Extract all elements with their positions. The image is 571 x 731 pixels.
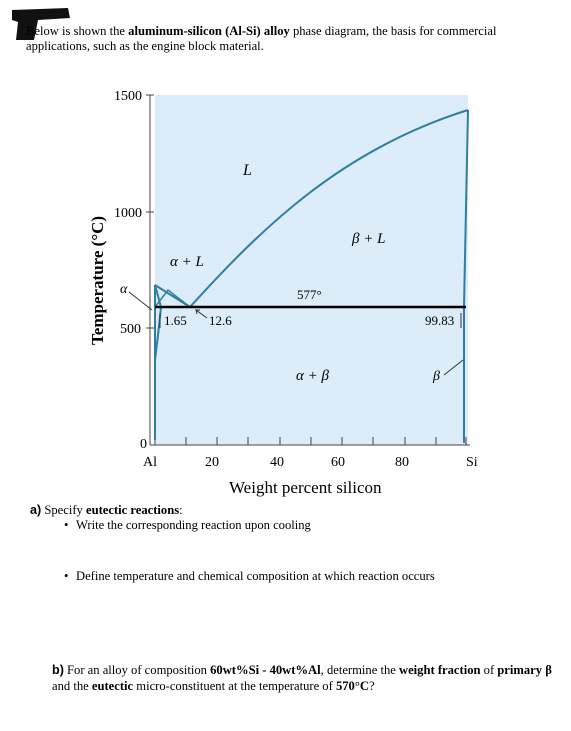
y-axis-title: Temperature (°C) bbox=[88, 216, 107, 345]
phase-diagram: 1500 1000 500 0 Al 20 40 60 80 Si Weight… bbox=[88, 89, 478, 497]
x-tick-label-20: 20 bbox=[205, 455, 219, 470]
alpha-limit-label: 1.65 bbox=[164, 313, 187, 328]
y-tick-label-1000: 1000 bbox=[114, 206, 142, 221]
beta-pointer bbox=[443, 359, 464, 376]
question-b-label: b) bbox=[52, 663, 64, 677]
x-tick-label-40: 40 bbox=[270, 455, 284, 470]
question-b-text-2: , determine the bbox=[320, 663, 399, 677]
alpha-pointer bbox=[128, 291, 153, 311]
question-b-eutectic: eutectic bbox=[91, 678, 134, 693]
question-a-bold: eutectic reactions bbox=[85, 503, 180, 517]
x-axis-title: Weight percent silicon bbox=[229, 478, 382, 497]
alpha-triangle bbox=[154, 288, 191, 308]
question-a-text-1: Specify bbox=[41, 503, 86, 517]
si-liquidus bbox=[189, 109, 469, 308]
eutectic-comp-arrow bbox=[194, 309, 208, 319]
region-label-alpha-liquid: α + L bbox=[170, 254, 204, 270]
question-a-bullet-1: • Write the corresponding reaction upon c… bbox=[64, 518, 311, 533]
region-label-beta-liquid: β + L bbox=[351, 231, 385, 247]
question-a-bullet-2: • Define temperature and chemical composi… bbox=[64, 569, 435, 584]
x-tick-label-60: 60 bbox=[331, 455, 345, 470]
question-b-text-4: and the bbox=[52, 678, 92, 693]
question-b-temperature: 570°C bbox=[335, 678, 369, 693]
question-b: b) For an alloy of composition 60wt%Si -… bbox=[52, 663, 552, 694]
question-a-bullet-1-text: Write the corresponding reaction upon co… bbox=[76, 518, 311, 532]
question-b-text-5: micro-constituent at the temperature of bbox=[133, 678, 336, 693]
x-tick-label-al: Al bbox=[143, 455, 157, 470]
x-tick-label-si: Si bbox=[466, 455, 478, 470]
question-a-label: a) bbox=[30, 503, 42, 517]
bullet-icon: • bbox=[64, 569, 69, 583]
x-tick-label-80: 80 bbox=[395, 455, 409, 470]
eutectic-comp-label: 12.6 bbox=[209, 313, 232, 328]
region-label-beta: β bbox=[432, 369, 440, 384]
y-tick-label-500: 500 bbox=[120, 322, 141, 337]
intro-paragraph: Below is shown the aluminum-silicon (Al-… bbox=[26, 24, 556, 54]
redaction-mark bbox=[12, 8, 70, 40]
region-label-liquid: L bbox=[242, 162, 252, 179]
question-b-primary-beta: primary β bbox=[497, 663, 552, 677]
question-b-text-3: of bbox=[480, 663, 498, 677]
intro-text-2: phase diagram, the basis for commercial … bbox=[26, 24, 497, 53]
plot-background bbox=[155, 95, 468, 445]
question-b-composition: 60wt%Si - 40wt%Al bbox=[210, 663, 321, 677]
eutectic-temp-label: 577° bbox=[297, 287, 322, 302]
region-label-alpha: α bbox=[120, 282, 128, 297]
region-label-alpha-beta: α + β bbox=[296, 368, 329, 384]
question-b-weight-fraction: weight fraction bbox=[399, 663, 481, 677]
intro-text-1: Below is shown the bbox=[26, 24, 129, 38]
bullet-icon: • bbox=[64, 518, 69, 532]
question-b-text-1: For an alloy of composition bbox=[63, 663, 211, 677]
question-a: a) Specify eutectic reactions: • Write th… bbox=[30, 503, 311, 533]
question-a-bullet-2-text: Define temperature and chemical composit… bbox=[76, 569, 435, 583]
intro-alloy-name: aluminum-silicon (Al-Si) alloy bbox=[128, 24, 290, 38]
question-b-text-6: ? bbox=[368, 678, 375, 693]
question-a-text-2: : bbox=[179, 503, 183, 517]
question-a-heading: a) Specify eutectic reactions: bbox=[30, 503, 311, 518]
y-tick-label-0: 0 bbox=[140, 437, 147, 452]
beta-limit-label: 99.83 bbox=[425, 313, 454, 328]
y-tick-label-1500: 1500 bbox=[114, 89, 142, 104]
